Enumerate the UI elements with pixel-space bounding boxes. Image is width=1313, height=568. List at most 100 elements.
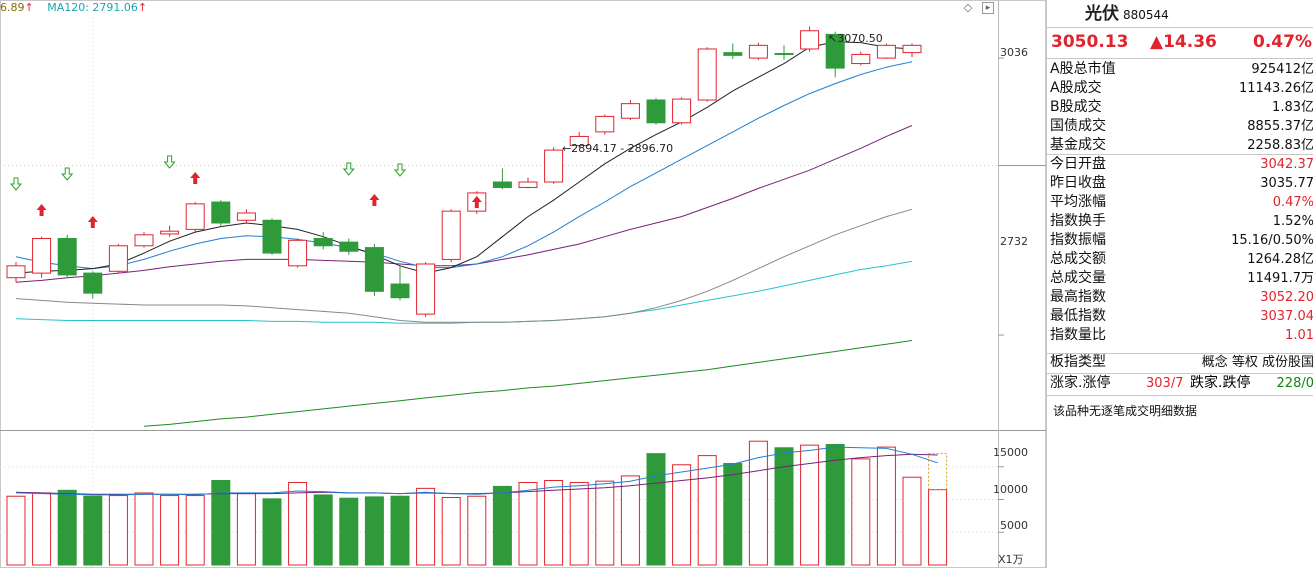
candle-body: [211, 201, 231, 224]
scroll-icon[interactable]: ▸: [982, 2, 994, 14]
volume-bar[interactable]: [902, 476, 922, 566]
diamond-icon[interactable]: ◇: [963, 1, 973, 14]
candle[interactable]: [236, 209, 256, 223]
volume-bar[interactable]: [774, 447, 794, 566]
volume-bar[interactable]: [313, 494, 333, 566]
kline-chart-svg[interactable]: [0, 0, 1046, 568]
candle-body: [339, 241, 359, 252]
candle[interactable]: [390, 265, 410, 301]
candle[interactable]: [288, 238, 308, 268]
stat-row: 今日开盘 3042.37: [1050, 155, 1313, 174]
candle[interactable]: [83, 271, 103, 299]
stat-row: 总成交额 1264.28亿: [1050, 250, 1313, 269]
volume-bar[interactable]: [57, 489, 77, 566]
stat-value: 11491.7万: [1247, 271, 1313, 286]
candle[interactable]: [569, 131, 589, 149]
candle-body: [569, 135, 589, 147]
candle[interactable]: [364, 243, 384, 296]
volume-bar[interactable]: [800, 444, 820, 566]
candle[interactable]: [211, 200, 231, 226]
candle[interactable]: [902, 43, 922, 58]
volume-bar[interactable]: [364, 496, 384, 566]
candle[interactable]: [646, 98, 666, 125]
stat-label: 昨日收盘: [1050, 175, 1106, 191]
candle[interactable]: [160, 225, 180, 237]
candle-body: [774, 53, 794, 56]
candle[interactable]: [32, 236, 52, 278]
candle[interactable]: [620, 100, 640, 121]
candle[interactable]: [595, 114, 615, 135]
volume-bar[interactable]: [262, 498, 282, 566]
volume-bar[interactable]: [646, 453, 666, 566]
candle-body: [288, 239, 308, 267]
candle[interactable]: [185, 202, 205, 233]
volume-bar[interactable]: [32, 492, 52, 566]
down-count-value: 228/0: [1276, 376, 1313, 391]
candle[interactable]: [313, 232, 333, 250]
volume-bar[interactable]: [236, 493, 256, 566]
candle[interactable]: [748, 42, 768, 60]
candle[interactable]: [339, 238, 359, 255]
candle[interactable]: [57, 234, 77, 278]
kline-chart-area[interactable]: 6.89↑ MA120: 2791.06↑ ◇ ▸ ↖3070.50 ←2894…: [0, 0, 1046, 568]
volume-bar[interactable]: [851, 458, 871, 566]
volume-bar[interactable]: [288, 481, 308, 566]
candle[interactable]: [774, 45, 794, 60]
candle[interactable]: [672, 97, 692, 125]
panel-divider: [1047, 373, 1313, 374]
stat-row: 最高指数 3052.20: [1050, 288, 1313, 307]
candle[interactable]: [6, 262, 26, 283]
candle[interactable]: [262, 218, 282, 255]
candle-body: [390, 283, 410, 299]
candle-body: [876, 44, 896, 59]
stat-value: 8855.37亿: [1247, 119, 1313, 134]
stat-value: 3035.77: [1260, 176, 1313, 191]
volume-bar[interactable]: [518, 481, 538, 566]
volume-bar[interactable]: [748, 440, 768, 566]
volume-bar[interactable]: [595, 480, 615, 566]
volume-bar[interactable]: [83, 495, 103, 566]
volume-bar[interactable]: [697, 455, 717, 566]
candle-body: [416, 263, 436, 315]
volume-bar[interactable]: [492, 485, 512, 566]
volume-bar[interactable]: [928, 489, 948, 566]
candle[interactable]: [851, 51, 871, 66]
candle[interactable]: [518, 177, 538, 189]
volume-bar[interactable]: [441, 497, 461, 566]
stat-row: 指数量比 1.01: [1050, 326, 1313, 345]
volume-bar[interactable]: [876, 446, 896, 566]
volume-bar[interactable]: [416, 487, 436, 566]
volume-bar[interactable]: [825, 443, 845, 566]
candle[interactable]: [697, 47, 717, 102]
volume-bars[interactable]: [6, 440, 948, 566]
volume-bar[interactable]: [723, 462, 743, 566]
volume-bar[interactable]: [6, 495, 26, 566]
volume-bar[interactable]: [108, 495, 128, 566]
candle[interactable]: [723, 43, 743, 59]
volume-bar[interactable]: [339, 497, 359, 566]
candle[interactable]: [441, 209, 461, 263]
buy-signal-arrow: [36, 204, 47, 216]
volume-bar[interactable]: [620, 475, 640, 566]
volume-bar[interactable]: [185, 495, 205, 566]
stat-value: 3052.20: [1260, 290, 1313, 305]
volume-bar[interactable]: [467, 495, 487, 566]
candlesticks[interactable]: [6, 26, 922, 317]
volume-bar[interactable]: [390, 495, 410, 566]
candle[interactable]: [544, 147, 564, 184]
candle[interactable]: [134, 232, 154, 248]
volume-bar[interactable]: [160, 495, 180, 566]
candle[interactable]: [416, 262, 436, 317]
volume-bar[interactable]: [211, 480, 231, 566]
volume-bar[interactable]: [134, 492, 154, 566]
candle[interactable]: [108, 243, 128, 274]
candle[interactable]: [492, 168, 512, 190]
volume-bar[interactable]: [569, 481, 589, 566]
volume-bar[interactable]: [672, 464, 692, 566]
panel-divider: [1047, 27, 1313, 28]
volume-bar[interactable]: [544, 480, 564, 566]
candle[interactable]: [876, 43, 896, 59]
candle[interactable]: [825, 31, 845, 78]
signal-arrows: [9, 155, 482, 228]
candle[interactable]: [800, 26, 820, 52]
